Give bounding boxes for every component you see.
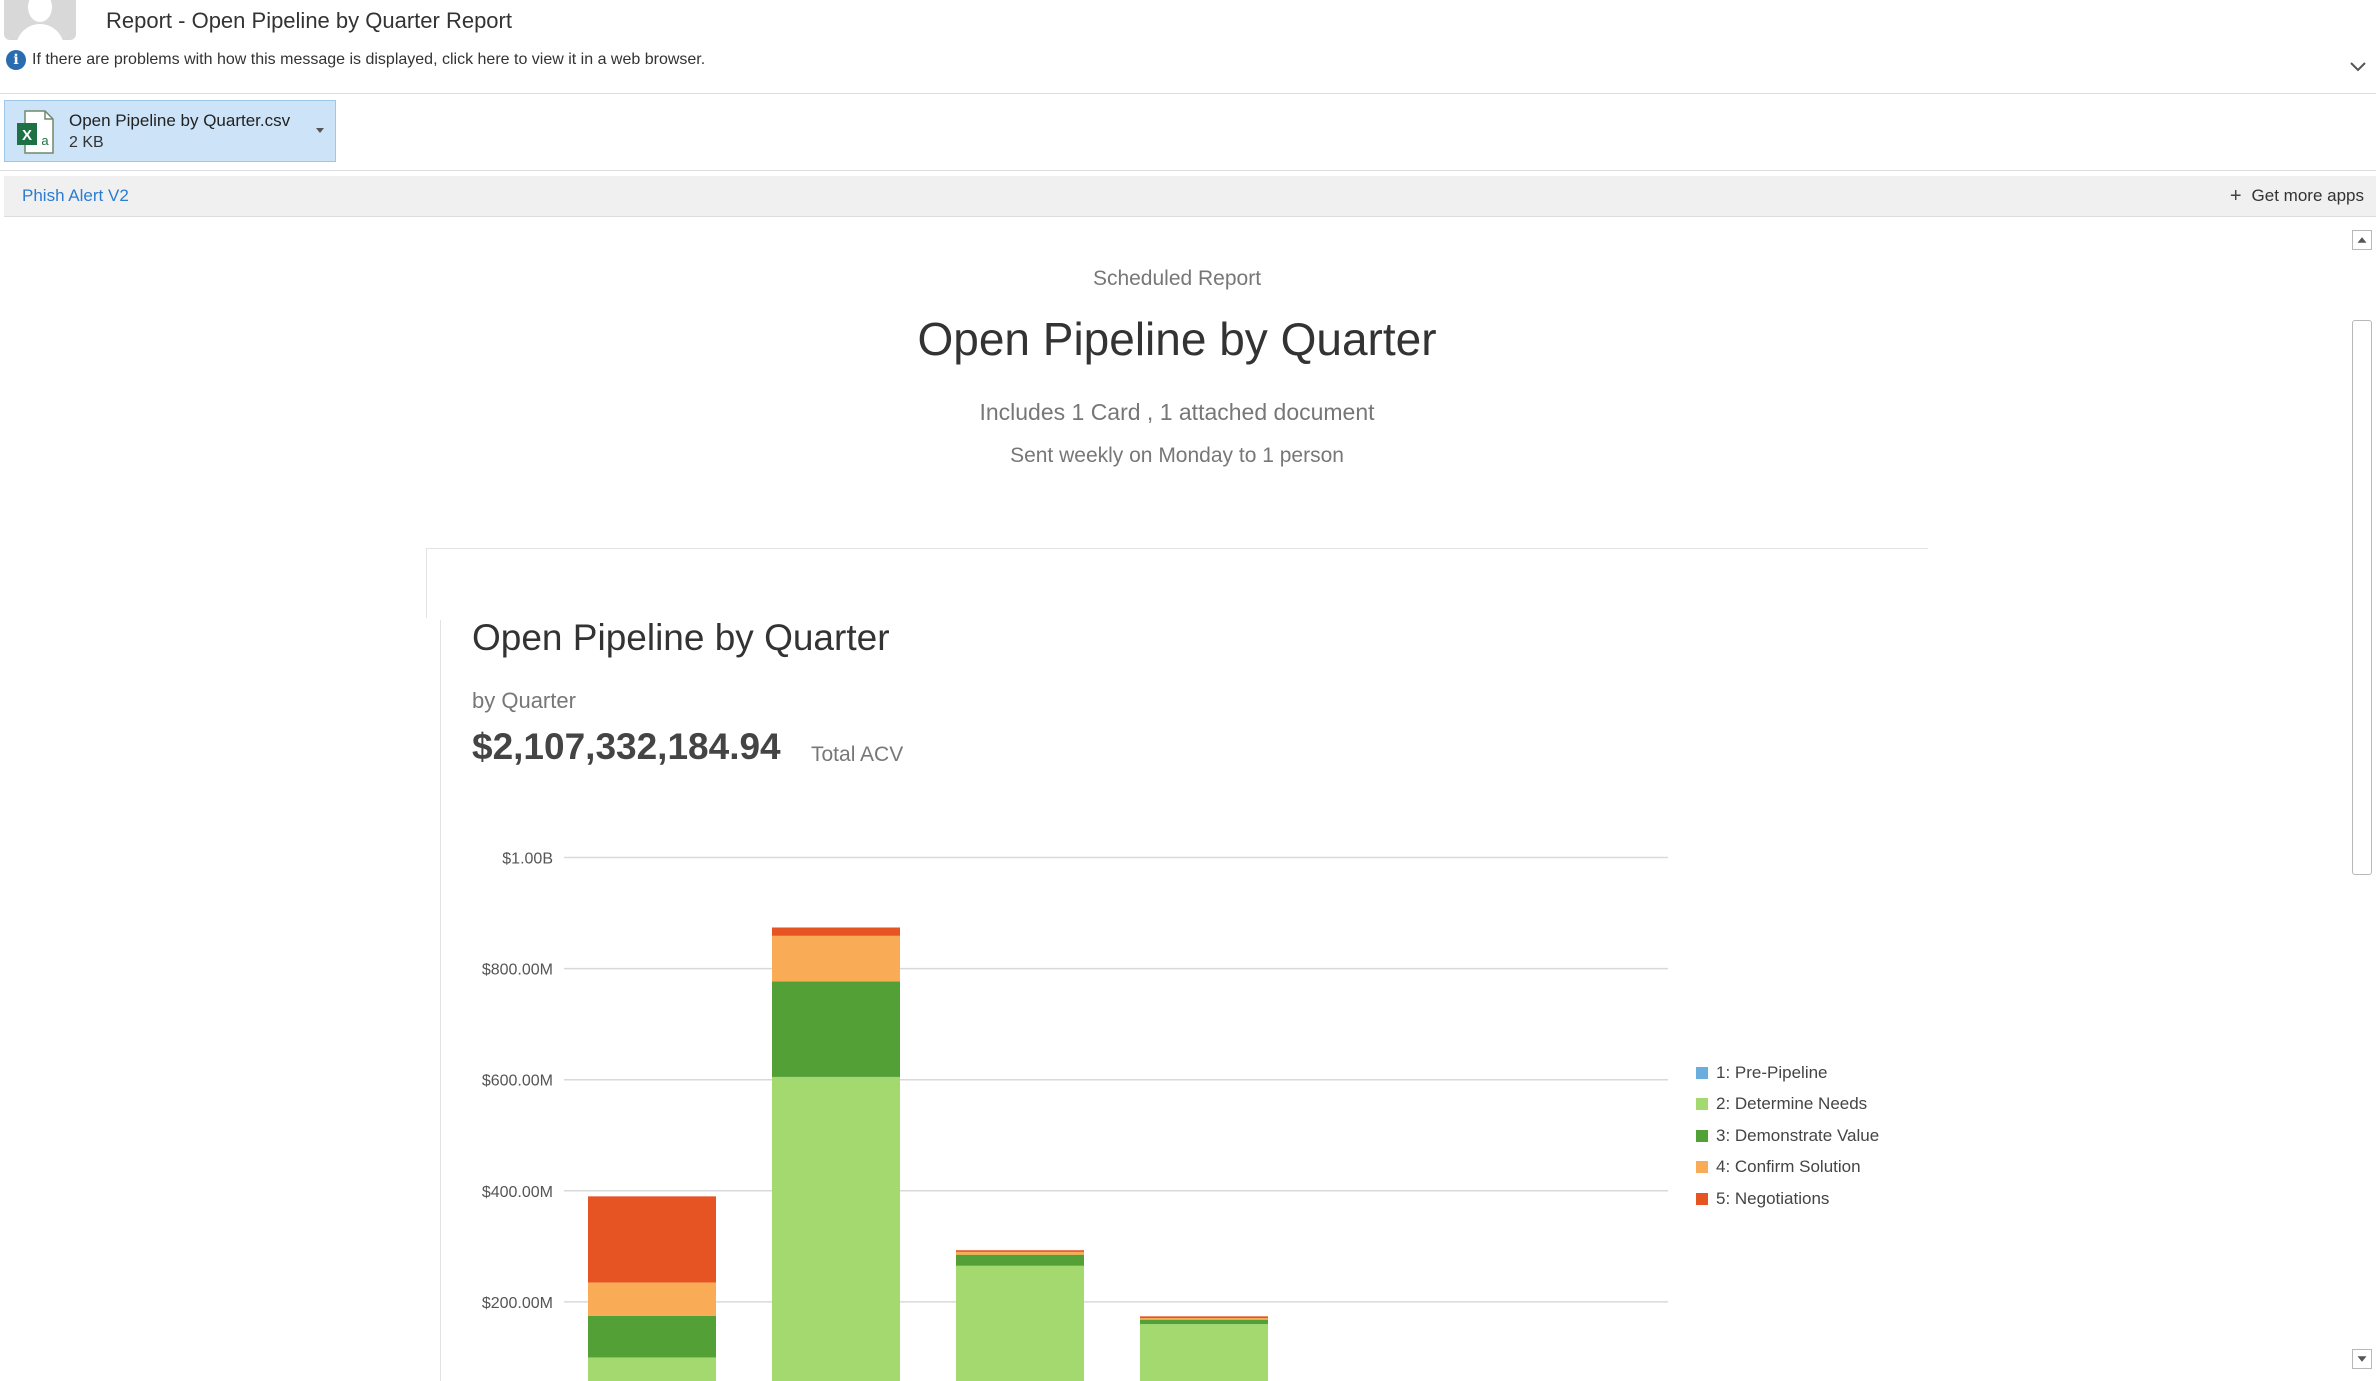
legend-swatch [1696, 1066, 1708, 1079]
legend-item[interactable]: 3: Demonstrate Value [1696, 1120, 1879, 1152]
attachment-name: Open Pipeline by Quarter.csv [69, 111, 291, 130]
bar-segment[interactable] [588, 1315, 716, 1358]
info-bar[interactable]: i If there are problems with how this me… [6, 50, 705, 70]
report-title: Open Pipeline by Quarter [917, 313, 1437, 365]
y-tick-label: $600.00M [482, 1073, 553, 1090]
bar-segment[interactable] [1140, 1324, 1268, 1381]
bar-segment[interactable] [772, 1076, 900, 1381]
card-left-border-stub [426, 548, 427, 618]
attachment-chip[interactable]: X a Open Pipeline by Quarter.csv 2 KB [4, 100, 336, 162]
attachment-size: 2 KB [69, 134, 104, 151]
chevron-down-icon[interactable] [2348, 60, 2368, 74]
attachment-dropdown-icon[interactable] [315, 127, 325, 135]
legend-label: 1: Pre-Pipeline [1716, 1062, 1828, 1082]
phish-alert-button[interactable]: Phish Alert V2 [22, 186, 129, 205]
chart-legend: 1: Pre-Pipeline 2: Determine Needs 3: Demo… [1696, 1057, 1879, 1215]
legend-label: 3: Demonstrate Value [1716, 1125, 1880, 1145]
get-more-apps-label: Get more apps [2251, 186, 2364, 205]
bar-segment[interactable] [588, 1357, 716, 1381]
svg-text:a: a [41, 133, 49, 148]
card-top-border [426, 548, 1928, 549]
sender-avatar [4, 0, 76, 40]
bar-segment[interactable] [956, 1250, 1084, 1252]
y-tick-label: $1.00B [502, 851, 553, 868]
bar-segment[interactable] [588, 1282, 716, 1316]
bar-segment[interactable] [1140, 1316, 1268, 1319]
card-total-label: Total ACV [811, 743, 904, 766]
legend-swatch [1696, 1129, 1708, 1142]
card-subtitle: by Quarter [472, 688, 576, 713]
card-title: Open Pipeline by Quarter [472, 617, 890, 658]
email-subject: Report - Open Pipeline by Quarter Report [106, 8, 512, 33]
bar-segment[interactable] [772, 935, 900, 982]
bar-segment[interactable] [956, 1254, 1084, 1266]
includes-text: Includes 1 Card , 1 attached document [979, 399, 1375, 425]
app-bar: Phish Alert V2 + Get more apps [4, 176, 2376, 217]
legend-swatch [1696, 1161, 1708, 1174]
legend-item[interactable]: 4: Confirm Solution [1696, 1152, 1879, 1184]
sent-text: Sent weekly on Monday to 1 person [1010, 444, 1344, 467]
bar-segment[interactable] [1140, 1319, 1268, 1325]
y-tick-label: $200.00M [482, 1295, 553, 1312]
bar-segment[interactable] [772, 927, 900, 936]
legend-label: 5: Negotiations [1716, 1188, 1830, 1208]
header-divider [0, 93, 2376, 94]
info-text[interactable]: If there are problems with how this mess… [32, 51, 706, 68]
svg-text:X: X [22, 127, 32, 144]
bar-segment[interactable] [588, 1196, 716, 1283]
y-tick-label: $400.00M [482, 1184, 553, 1201]
scheduled-report-label: Scheduled Report [1092, 267, 1262, 290]
legend-label: 4: Confirm Solution [1716, 1157, 1861, 1177]
excel-file-icon: X a [17, 110, 54, 154]
y-tick-label: $800.00M [482, 962, 553, 979]
bar-segment[interactable] [772, 981, 900, 1077]
bar-segment[interactable] [956, 1265, 1084, 1381]
legend-item[interactable]: 2: Determine Needs [1696, 1089, 1879, 1121]
bar-segment[interactable] [956, 1251, 1084, 1255]
scrollbar-thumb[interactable] [2352, 320, 2372, 875]
card-left-border [440, 620, 441, 1381]
scroll-up-icon[interactable] [2352, 230, 2372, 250]
scroll-down-icon[interactable] [2352, 1349, 2372, 1369]
bar-segment[interactable] [1140, 1318, 1268, 1320]
legend-item[interactable]: 1: Pre-Pipeline [1696, 1057, 1879, 1089]
legend-label: 2: Determine Needs [1716, 1094, 1868, 1114]
info-icon: i [6, 50, 26, 70]
legend-item[interactable]: 5: Negotiations [1696, 1183, 1879, 1215]
legend-swatch [1696, 1192, 1708, 1205]
plus-icon: + [2229, 184, 2242, 207]
attachment-divider [0, 170, 2376, 171]
legend-swatch [1696, 1098, 1708, 1111]
card-total-value: $2,107,332,184.94 [472, 726, 781, 767]
get-more-apps-button[interactable]: + Get more apps [2230, 186, 2364, 206]
